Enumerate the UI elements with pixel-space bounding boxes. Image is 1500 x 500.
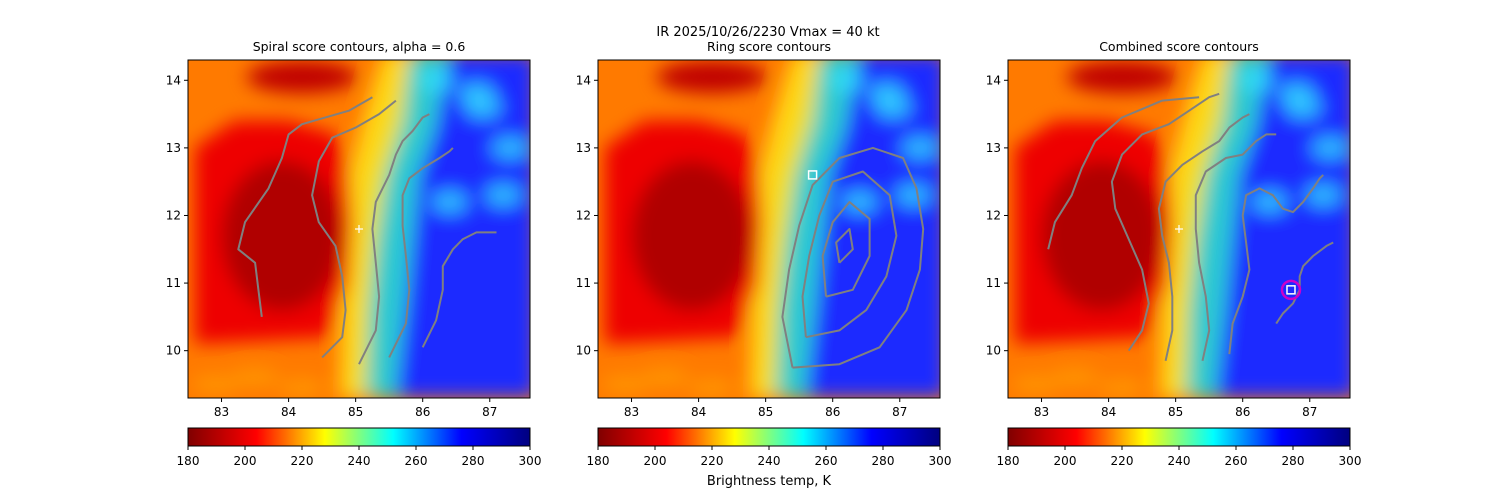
contour-line <box>801 170 898 339</box>
colorbar-tick-label: 180 <box>997 454 1020 468</box>
contour-line <box>237 96 373 318</box>
colorbar-tick-label: 260 <box>815 454 838 468</box>
x-tick-label: 86 <box>1235 405 1250 419</box>
panel-title: Combined score contours <box>1099 39 1259 54</box>
panel-title: Spiral score contours, alpha = 0.6 <box>253 39 466 54</box>
colorbar-tick-label: 240 <box>348 454 371 468</box>
contour-line <box>835 228 854 264</box>
y-tick-label: 13 <box>986 141 1001 155</box>
contour-line <box>388 147 454 358</box>
colorbar: 180 200 220 240 260 280 300 <box>997 427 1362 468</box>
colorbar: 180 200 220 240 260 280 300 <box>587 427 952 468</box>
colorbar-tick-label: 300 <box>1339 454 1362 468</box>
best-fit-square-marker <box>807 170 818 180</box>
colorbar-label: Brightness temp, K <box>707 474 832 489</box>
colorbar-tick-label: 180 <box>587 454 610 468</box>
panel-2: 83 84 85 86 87 10 11 12 13 14 Ring score contours 1… <box>576 39 952 468</box>
contour-line <box>1194 133 1277 362</box>
colorbar-tick-label: 280 <box>872 454 895 468</box>
x-tick-label: 83 <box>624 405 639 419</box>
colorbar-tick-label: 280 <box>462 454 485 468</box>
colorbar-tick-label: 220 <box>1111 454 1134 468</box>
contour-line <box>1275 241 1334 325</box>
colorbar-tick-label: 180 <box>177 454 200 468</box>
y-tick-label: 10 <box>576 344 591 358</box>
x-tick-label: 87 <box>1302 405 1317 419</box>
contour-line <box>1047 96 1200 250</box>
storm-center-marker <box>355 225 363 233</box>
panel-3: 83 84 85 86 87 10 11 12 13 14 Combined score conto… <box>986 39 1362 468</box>
y-tick-label: 12 <box>166 208 181 222</box>
combined-center-circle <box>1280 279 1302 301</box>
colorbar-tick-label: 220 <box>701 454 724 468</box>
contour-lines <box>237 96 497 365</box>
x-tick-label: 84 <box>691 405 706 419</box>
axes-frame <box>1007 59 1351 399</box>
contour-line <box>358 113 430 365</box>
y-tick-label: 14 <box>986 73 1001 87</box>
colorbar-tick-label: 200 <box>644 454 667 468</box>
y-tick-label: 11 <box>576 276 591 290</box>
y-tick-label: 11 <box>986 276 1001 290</box>
y-tick-label: 14 <box>576 73 591 87</box>
contour-line <box>1228 174 1324 355</box>
y-tick-label: 13 <box>166 141 181 155</box>
panel-1: 83 84 85 86 87 10 11 12 13 14 Spiral score contour… <box>166 39 542 468</box>
storm-center-marker <box>1175 225 1183 233</box>
contour-lines <box>1047 92 1334 362</box>
y-tick-label: 13 <box>576 141 591 155</box>
colorbar-tick-label: 240 <box>1168 454 1191 468</box>
colorbar-tick-label: 240 <box>758 454 781 468</box>
x-tick-label: 85 <box>1168 405 1183 419</box>
brightness-image <box>1008 60 1350 398</box>
brightness-image <box>598 60 940 398</box>
panel-title: Ring score contours <box>707 39 831 54</box>
x-tick-label: 87 <box>892 405 907 419</box>
contour-lines <box>781 146 925 369</box>
x-tick-label: 85 <box>758 405 773 419</box>
y-tick-label: 12 <box>986 208 1001 222</box>
best-fit-square-marker <box>1286 285 1296 295</box>
y-tick-label: 12 <box>576 208 591 222</box>
contour-line <box>421 231 497 348</box>
colorbar-tick-label: 260 <box>405 454 428 468</box>
contour-line <box>311 99 397 359</box>
figure-suptitle: IR 2025/10/26/2230 Vmax = 40 kt <box>656 25 879 40</box>
y-tick-label: 11 <box>166 276 181 290</box>
y-tick-label: 10 <box>986 344 1001 358</box>
colorbar: 180 200 220 240 260 280 300 <box>177 427 542 468</box>
x-tick-label: 86 <box>825 405 840 419</box>
colorbar-tick-label: 300 <box>929 454 952 468</box>
x-tick-label: 87 <box>482 405 497 419</box>
x-tick-label: 84 <box>1101 405 1116 419</box>
contour-line <box>781 146 925 369</box>
axes-frame <box>597 59 941 399</box>
brightness-image <box>188 60 530 398</box>
contour-line <box>1157 113 1250 362</box>
contour-line <box>1110 92 1220 352</box>
x-tick-label: 83 <box>214 405 229 419</box>
y-tick-label: 14 <box>166 73 181 87</box>
contour-line <box>821 201 871 298</box>
y-tick-label: 10 <box>166 344 181 358</box>
x-tick-label: 84 <box>281 405 296 419</box>
axes-frame <box>187 59 531 399</box>
colorbar-tick-label: 220 <box>291 454 314 468</box>
colorbar-tick-label: 200 <box>1054 454 1077 468</box>
colorbar-tick-label: 300 <box>519 454 542 468</box>
x-tick-label: 83 <box>1034 405 1049 419</box>
colorbar-tick-label: 260 <box>1225 454 1248 468</box>
colorbar-tick-label: 280 <box>1282 454 1305 468</box>
x-tick-label: 86 <box>415 405 430 419</box>
colorbar-tick-label: 200 <box>234 454 257 468</box>
x-tick-label: 85 <box>348 405 363 419</box>
